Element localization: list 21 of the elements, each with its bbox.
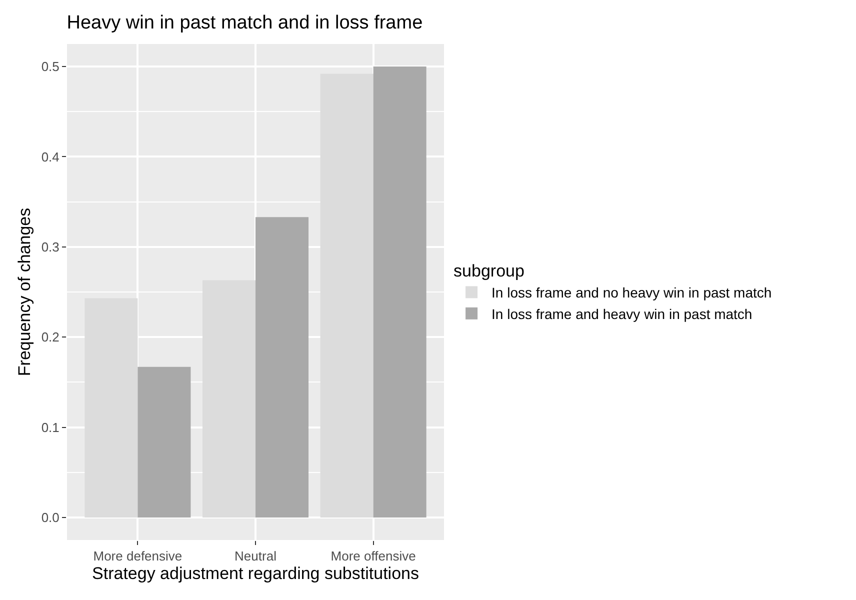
bar — [320, 74, 374, 518]
bar — [84, 298, 138, 518]
y-tick-label: 0.2 — [41, 330, 60, 345]
bar — [373, 66, 426, 518]
legend-label: In loss frame and no heavy win in past match — [492, 284, 772, 301]
x-tick-label: Neutral — [234, 548, 277, 564]
y-tick-label: 0.1 — [41, 420, 60, 435]
x-tick-label: More offensive — [330, 548, 416, 564]
legend-label: In loss frame and heavy win in past match — [492, 306, 752, 322]
x-axis-title: Strategy adjustment regarding substitutions — [92, 564, 419, 583]
y-tick-label: 0.4 — [41, 149, 60, 164]
y-tick-label: 0.5 — [41, 59, 60, 74]
bar — [256, 217, 309, 518]
bar — [202, 280, 256, 518]
bar — [138, 366, 191, 518]
y-tick-label: 0.3 — [41, 239, 60, 254]
legend-title: subgroup — [454, 262, 524, 281]
chart-title: Heavy win in past match and in loss frame — [66, 12, 423, 34]
y-axis-title: Frequency of changes — [14, 208, 34, 376]
x-tick-label: More defensive — [93, 548, 182, 564]
y-tick-label: 0.0 — [41, 510, 60, 525]
